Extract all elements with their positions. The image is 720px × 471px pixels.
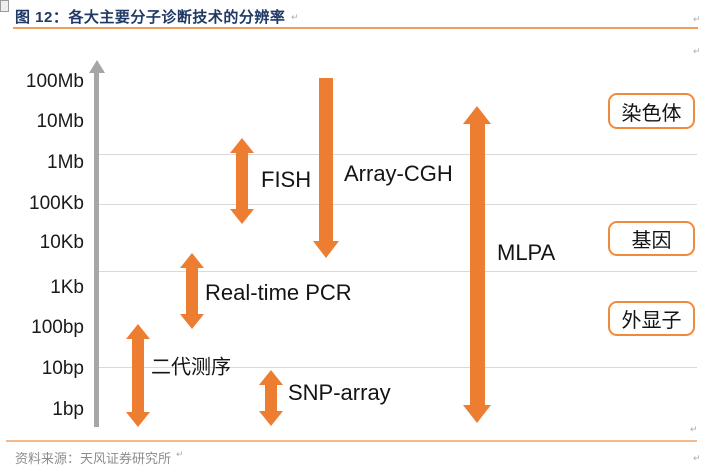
axis-tick-label: 10Mb <box>36 111 84 132</box>
paragraph-mark-icon: ↵ <box>693 46 701 56</box>
axis-tick-label: 10Kb <box>39 232 84 253</box>
label-ngs: 二代测序 <box>151 356 231 379</box>
label-snp-array: SNP-array <box>288 380 391 405</box>
arrow-shaft <box>236 152 248 210</box>
label-fish: FISH <box>261 167 312 192</box>
label-mlpa: MLPA <box>497 240 556 265</box>
label-array-cgh: Array-CGH <box>344 161 453 186</box>
paragraph-mark-icon: ↵ <box>291 12 299 22</box>
arrow-shaft <box>132 338 144 413</box>
arrowhead-down-icon <box>230 209 254 224</box>
title-underline <box>13 27 698 29</box>
y-axis-arrowhead-icon <box>88 60 105 73</box>
axis-tick-label: 100Mb <box>25 71 84 92</box>
gridline <box>94 367 697 368</box>
arrow-shaft <box>186 267 198 315</box>
gridline <box>94 204 697 205</box>
axis-tick-label: 100bp <box>31 317 84 338</box>
arrow-shaft <box>265 384 277 412</box>
y-axis-line <box>94 72 99 427</box>
label-real-time-pcr: Real-time PCR <box>205 280 352 305</box>
axis-tick-label: 1Kb <box>50 277 84 298</box>
arrowhead-down-icon <box>463 405 491 423</box>
arrow-shaft <box>319 78 333 242</box>
arrowhead-down-icon <box>313 241 339 258</box>
paragraph-mark-icon: ↵ <box>693 453 701 463</box>
gridline <box>94 271 697 272</box>
category-box-2: 基因 <box>608 221 695 256</box>
bottom-rule <box>6 440 697 442</box>
arrowhead-up-icon <box>180 253 204 268</box>
arrowhead-down-icon <box>180 314 204 329</box>
arrow-shaft <box>469 123 485 406</box>
category-box-3: 外显子 <box>608 301 695 336</box>
arrowhead-down-icon <box>126 412 150 427</box>
category-box-1: 染色体 <box>608 93 695 129</box>
object-anchor-icon <box>0 0 9 12</box>
axis-tick-label: 100Kb <box>29 193 84 214</box>
axis-tick-label: 10bp <box>41 358 84 379</box>
arrowhead-down-icon <box>259 411 283 426</box>
figure-title: 图 12：各大主要分子诊断技术的分辨率 <box>15 9 286 26</box>
paragraph-mark-icon: ↵ <box>176 449 184 459</box>
arrowhead-up-icon <box>259 370 283 385</box>
arrowhead-up-icon <box>126 324 150 339</box>
chart-area: 100Mb 10Mb 1Mb 100Kb 10Kb 1Kb 100bp 10bp 1bp FISH… <box>0 36 720 436</box>
axis-tick-label: 1Mb <box>47 152 84 173</box>
source-text: 资料来源：天风证券研究所 <box>15 451 172 466</box>
arrowhead-up-icon <box>230 138 254 153</box>
axis-tick-label: 1bp <box>52 399 84 420</box>
paragraph-mark-icon: ↵ <box>690 424 698 434</box>
gridline <box>94 154 697 155</box>
paragraph-mark-icon: ↵ <box>693 14 701 24</box>
arrowhead-up-icon <box>463 106 491 124</box>
